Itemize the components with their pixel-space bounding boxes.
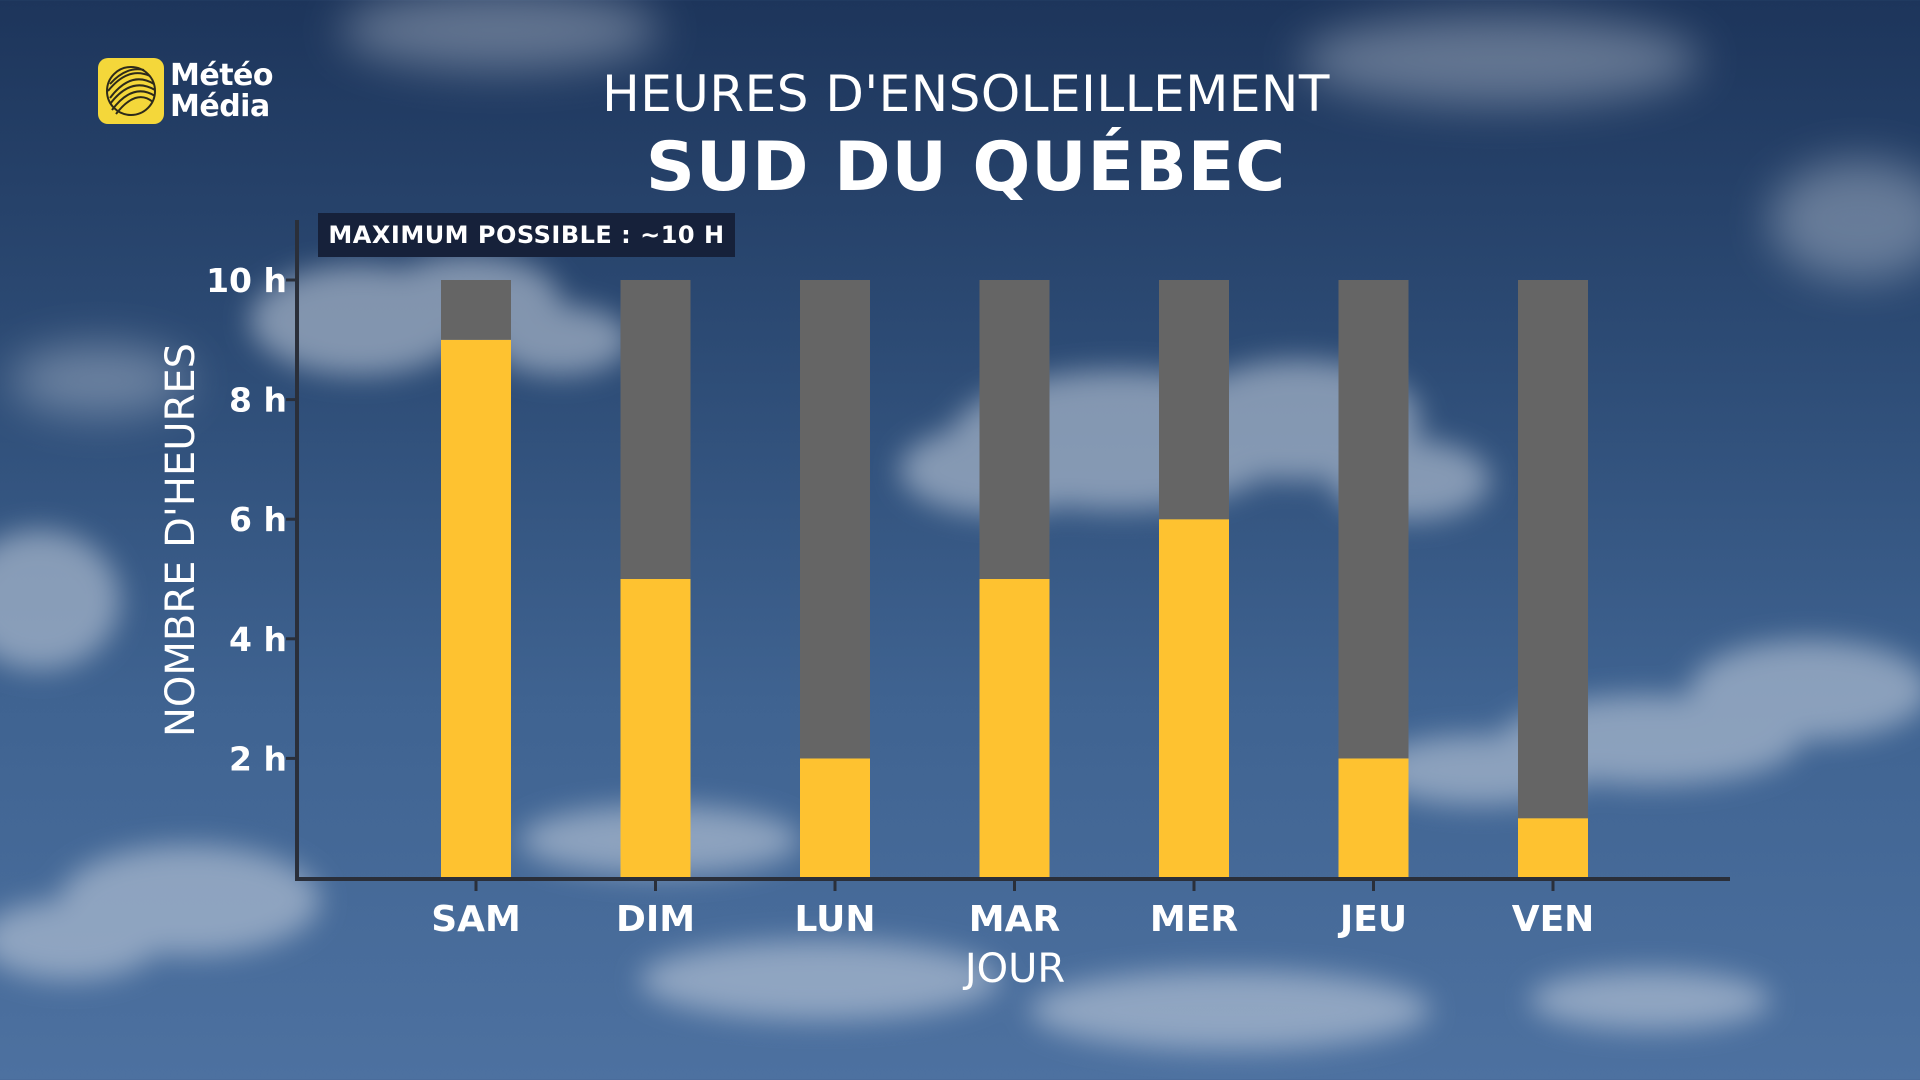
chart-title: HEURES D'ENSOLEILLEMENT (602, 65, 1330, 123)
x-tick-label-sam: SAM (431, 899, 521, 940)
meteomedia-logo: Météo Média (98, 57, 278, 127)
brand-line-2: Média (170, 89, 270, 124)
bar-remaining-jeu (1338, 280, 1409, 759)
bar-remaining-dim (620, 280, 691, 579)
y-ticks-group: 2 h 4 h 6 h 8 h 10 h (206, 261, 297, 778)
bar-remaining-ven (1518, 280, 1588, 819)
bar-sunshine-dim (620, 579, 691, 878)
bar-sunshine-mer (1159, 519, 1229, 878)
bar-remaining-lun (800, 280, 870, 759)
globe-logo-icon (98, 58, 164, 124)
bar-remaining-sam (441, 280, 511, 340)
x-tick-label-ven: VEN (1512, 899, 1595, 940)
x-tick-label-mer: MER (1150, 899, 1238, 940)
x-tick-label-lun: LUN (794, 899, 875, 940)
bar-sunshine-lun (800, 758, 870, 878)
bar-remaining-mer (1159, 280, 1229, 520)
brand-line-1: Météo (170, 58, 274, 93)
bars-group (441, 280, 1588, 878)
bar-remaining-mar (979, 280, 1050, 579)
x-ticks-group: SAM DIM LUN MAR MER JEU VEN (431, 879, 1594, 940)
bar-sunshine-jeu (1338, 758, 1409, 878)
bar-sunshine-sam (441, 339, 511, 878)
bar-sunshine-ven (1518, 818, 1588, 878)
x-tick-label-dim: DIM (616, 899, 695, 940)
x-tick-label-jeu: JEU (1337, 899, 1407, 940)
y-axis-label: NOMBRE D'HEURES (158, 343, 204, 737)
max-possible-badge: MAXIMUM POSSIBLE : ~10 H (318, 213, 735, 257)
y-tick-label-2: 2 h (229, 739, 287, 778)
y-tick-label-6: 6 h (229, 500, 287, 539)
x-tick-label-mar: MAR (969, 899, 1060, 940)
y-tick-label-4: 4 h (229, 620, 287, 659)
axes-group (295, 220, 1730, 881)
chart-subtitle: SUD DU QUÉBEC (645, 128, 1287, 207)
x-axis-label: JOUR (962, 946, 1065, 992)
y-tick-label-8: 8 h (229, 381, 287, 420)
bar-sunshine-mar (979, 579, 1050, 878)
y-tick-label-10: 10 h (206, 261, 287, 300)
